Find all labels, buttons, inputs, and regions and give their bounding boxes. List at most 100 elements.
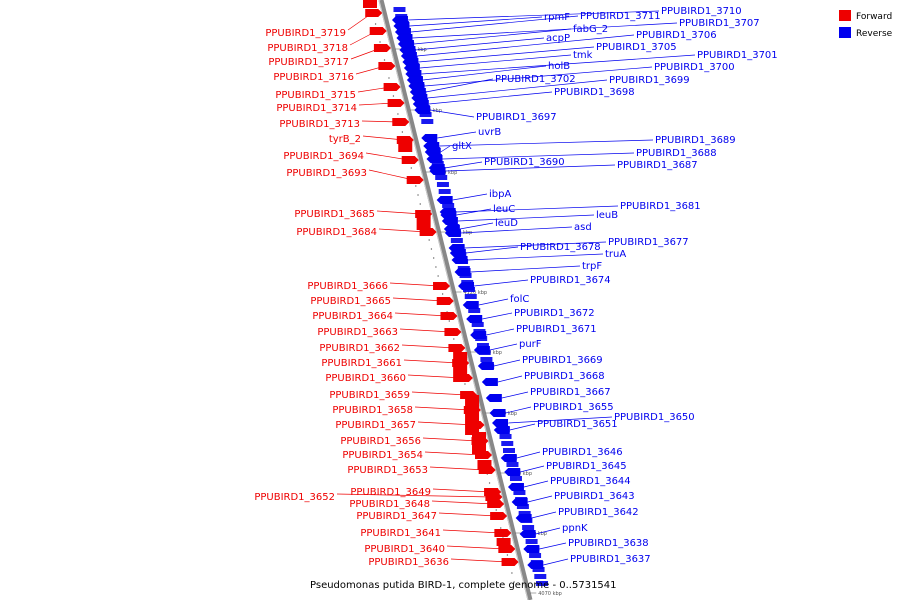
reverse-connector (437, 131, 477, 139)
reverse-gene-label: PPUBIRD1_3690 (484, 157, 565, 168)
forward-connector (422, 437, 479, 442)
reverse-gene-segment (497, 427, 510, 432)
forward-gene-block (365, 9, 383, 17)
reverse-gene-label: PPUBIRD1_3642 (558, 507, 639, 518)
reverse-gene-label: PPUBIRD1_3702 (495, 74, 576, 85)
reverse-gene-segment (522, 525, 535, 530)
forward-connector (399, 328, 452, 333)
reverse-gene-label: leuC (493, 204, 515, 215)
forward-connector (394, 312, 448, 317)
forward-gene-label: PPUBIRD1_3684 (296, 227, 377, 238)
reverse-gene-segment (473, 329, 486, 334)
reverse-gene-label: PPUBIRD1_3707 (679, 18, 760, 29)
reverse-connector (531, 511, 557, 519)
reverse-gene-label: PPUBIRD1_3643 (554, 491, 635, 502)
reverse-gene-segment (466, 301, 479, 306)
reverse-gene-label: uvrB (478, 127, 501, 138)
reverse-connector (457, 214, 595, 222)
reverse-connector (410, 15, 579, 33)
forward-connector (424, 451, 483, 456)
forward-gene-label: PPUBIRD1_3685 (294, 209, 375, 220)
reverse-gene-label: PPUBIRD1_3655 (533, 402, 614, 413)
reverse-gene-segment (449, 231, 462, 236)
reverse-gene-label: PPUBIRD1_3701 (697, 50, 778, 61)
reverse-gene-label: PPUBIRD1_3706 (636, 30, 717, 41)
reverse-connector (539, 542, 567, 550)
reverse-gene-segment (414, 91, 427, 96)
forward-gene-label: PPUBIRD1_3694 (283, 151, 364, 162)
reverse-gene-segment (395, 14, 408, 19)
reverse-connector (440, 145, 451, 153)
reverse-gene-segment (482, 364, 495, 369)
forward-gene-block (501, 558, 519, 566)
reverse-gene-label: folC (510, 294, 529, 305)
forward-connector (401, 344, 456, 349)
forward-gene-segment (477, 460, 492, 470)
forward-connector (403, 359, 460, 364)
legend-reverse-swatch (839, 27, 851, 38)
reverse-connector (465, 246, 519, 254)
forward-connector (365, 152, 409, 161)
backbone-line (378, 0, 533, 600)
reverse-gene-segment (536, 581, 549, 586)
reverse-gene-label: PPUBIRD1_3646 (542, 447, 623, 458)
reverse-gene-label: ppnK (562, 523, 588, 534)
reverse-connector (427, 79, 608, 99)
reverse-connector (409, 16, 543, 27)
kbp-tick-label: 4120 kbp (464, 290, 488, 296)
reverse-gene-segment (464, 294, 477, 299)
reverse-gene-segment (509, 476, 522, 481)
reverse-gene-segment (469, 315, 482, 320)
forward-gene-label: PPUBIRD1_3647 (356, 511, 437, 522)
reverse-connector (501, 391, 529, 399)
reverse-gene-segment (463, 287, 476, 292)
forward-gene-segment (472, 432, 487, 454)
reverse-connector (422, 65, 547, 81)
forward-gene-label: PPUBIRD1_3716 (273, 72, 354, 83)
reverse-connector (464, 241, 607, 249)
reverse-gene-segment (402, 42, 415, 47)
forward-gene-label: PPUBIRD1_3713 (279, 119, 360, 130)
reverse-connector (497, 375, 523, 383)
forward-gene-label: PPUBIRD1_3660 (325, 373, 406, 384)
forward-connector (376, 210, 423, 215)
forward-gene-label: PPUBIRD1_3656 (340, 436, 421, 447)
reverse-gene-segment (412, 84, 425, 89)
forward-gene-segment (453, 352, 468, 382)
reverse-gene-segment (407, 63, 420, 68)
forward-gene-label: PPUBIRD1_3661 (321, 358, 402, 369)
reverse-gene-label: PPUBIRD1_3638 (568, 538, 649, 549)
reverse-gene-segment (518, 511, 531, 516)
reverse-connector (412, 22, 678, 39)
reverse-connector (505, 406, 532, 414)
reverse-gene-segment (409, 70, 422, 75)
reverse-gene-label: PPUBIRD1_3650 (614, 412, 695, 423)
forward-gene-block (378, 62, 396, 70)
reverse-gene-label: leuD (495, 218, 518, 229)
forward-gene-segment (465, 395, 480, 435)
reverse-gene-segment (529, 553, 542, 558)
forward-connector (336, 493, 493, 498)
reverse-gene-segment (405, 56, 418, 61)
forward-gene-block (433, 282, 451, 290)
reverse-gene-segment (506, 462, 519, 467)
reverse-gene-segment (459, 273, 472, 278)
reverse-connector (527, 495, 553, 503)
reverse-gene-label: PPUBIRD1_3688 (636, 148, 717, 159)
legend: Forward Reverse (839, 10, 893, 39)
reverse-gene-segment (440, 196, 453, 201)
reverse-gene-segment (438, 189, 451, 194)
reverse-gene-segment (435, 175, 448, 180)
forward-gene-label: PPUBIRD1_3657 (335, 420, 416, 431)
reverse-gene-segment (403, 49, 416, 54)
reverse-gene-segment (416, 98, 429, 103)
reverse-gene-segment (530, 560, 543, 565)
reverse-gene-segment (431, 161, 444, 166)
reverse-connector (493, 359, 521, 367)
legend-reverse-label: Reverse (856, 29, 893, 39)
reverse-gene-segment (513, 490, 526, 495)
reverse-gene-label: PPUBIRD1_3711 (580, 11, 661, 22)
reverse-connector (520, 465, 545, 473)
reverse-connector (523, 480, 549, 488)
reverse-connector (425, 78, 494, 93)
